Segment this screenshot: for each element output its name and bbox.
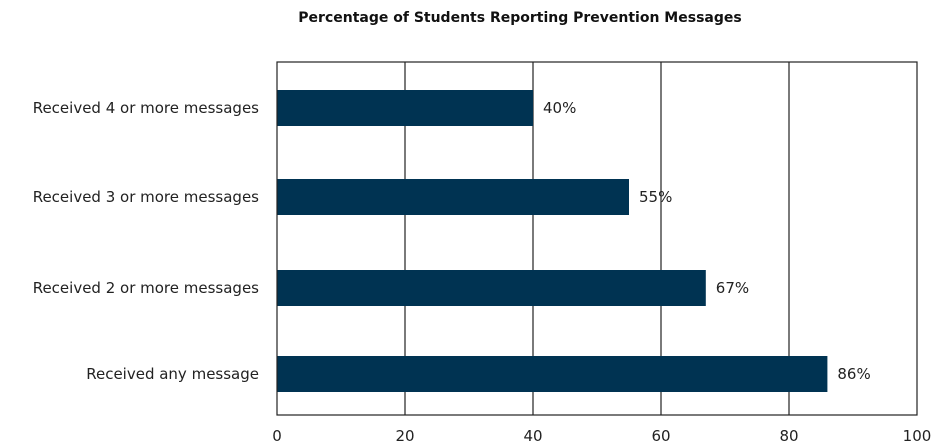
- bar-4: [277, 356, 828, 392]
- data-label-3: 67%: [716, 279, 749, 297]
- category-labels: Received 4 or more messages Received 3 or…: [33, 99, 259, 383]
- data-label-4: 86%: [837, 365, 870, 383]
- bar-3: [277, 270, 706, 306]
- chart-title: Percentage of Students Reporting Prevent…: [298, 10, 741, 26]
- data-label-2: 55%: [639, 188, 672, 206]
- bars: [277, 90, 828, 392]
- x-tick-label-40: 40: [523, 427, 542, 444]
- category-label-2: Received 3 or more messages: [33, 188, 259, 206]
- x-tick-label-100: 100: [903, 427, 932, 444]
- x-tick-label-80: 80: [779, 427, 798, 444]
- data-label-1: 40%: [543, 99, 576, 117]
- data-labels: 40% 55% 67% 86%: [543, 99, 871, 383]
- plot-area-frame: [276, 61, 918, 416]
- category-label-4: Received any message: [86, 365, 259, 383]
- bar-1: [277, 90, 533, 126]
- x-tick-label-20: 20: [395, 427, 414, 444]
- x-axis-ticks: 0 20 40 60 80 100: [272, 427, 931, 444]
- bar-2: [277, 179, 629, 215]
- category-label-3: Received 2 or more messages: [33, 279, 259, 297]
- x-tick-label-60: 60: [651, 427, 670, 444]
- category-label-1: Received 4 or more messages: [33, 99, 259, 117]
- x-tick-label-0: 0: [272, 427, 282, 444]
